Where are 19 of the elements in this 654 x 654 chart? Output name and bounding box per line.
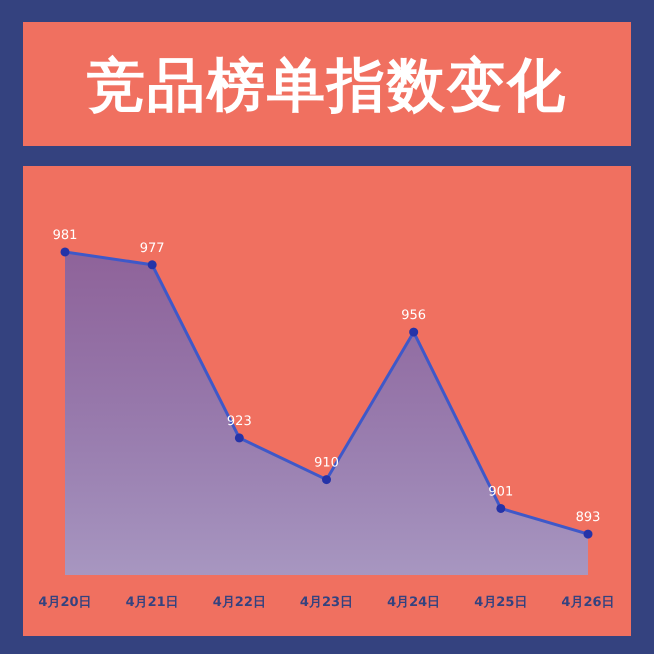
x-tick-label: 4月22日 — [212, 595, 266, 610]
data-label: 956 — [401, 308, 426, 324]
point — [148, 260, 157, 270]
point — [584, 530, 592, 539]
data-label: 981 — [52, 228, 78, 243]
x-tick-label: 4月21日 — [126, 595, 179, 610]
point — [409, 328, 418, 337]
point — [322, 475, 331, 484]
point — [234, 433, 244, 442]
x-tick-label: 4月20日 — [38, 595, 92, 610]
x-tick-label: 4月24日 — [387, 595, 440, 610]
x-tick-label: 4月23日 — [300, 595, 354, 610]
chart-title: 竞品榜单指数变化 — [87, 51, 567, 119]
point — [496, 504, 506, 513]
x-tick-label: 4月26日 — [561, 595, 615, 610]
x-tick-label: 4月25日 — [474, 595, 528, 610]
data-label: 977 — [140, 240, 165, 256]
point — [60, 247, 70, 256]
data-label: 893 — [576, 510, 600, 526]
